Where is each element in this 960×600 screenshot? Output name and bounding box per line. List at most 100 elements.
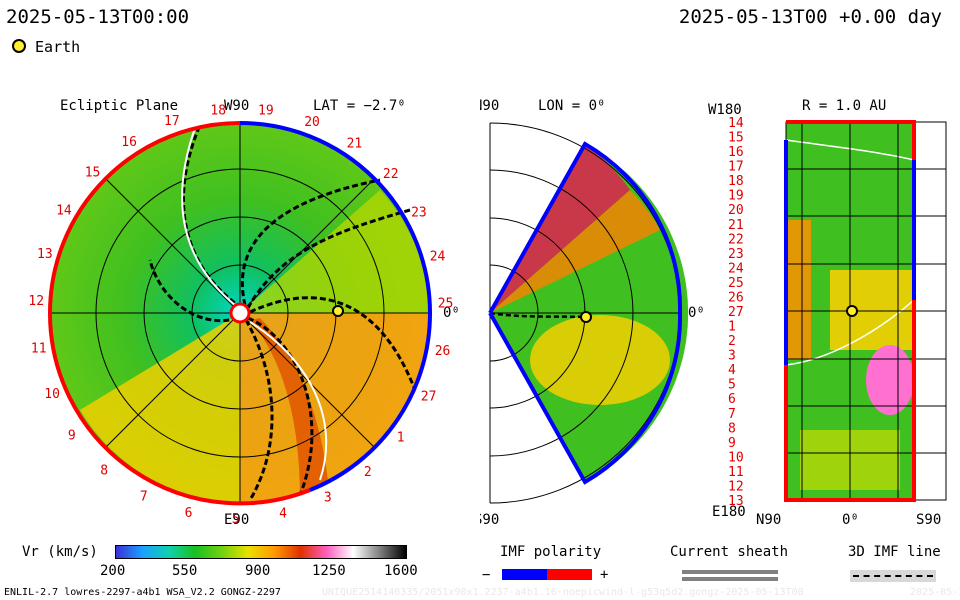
imf-plus-label: +: [600, 567, 609, 583]
model-info: ENLIL-2.7 lowres-2297-a4b1 WSA_V2.2 GONG…: [4, 587, 281, 598]
synoptic-bottom-label: E180: [712, 504, 746, 520]
velocity-colorbar: [115, 545, 407, 559]
synoptic-x-right: S90: [916, 512, 941, 528]
meridional-right-label: 0⁰: [688, 305, 705, 321]
carrington-label: 22: [383, 167, 399, 182]
carrington-label: 13: [37, 247, 53, 262]
synoptic-x-mid: 0⁰: [842, 512, 859, 528]
ecliptic-plane-plot: Ecliptic Plane W90 LAT = −2.7⁰ E90 0⁰ 19…: [28, 98, 460, 528]
imf-negative-swatch: [502, 569, 547, 580]
carrington-label: 24: [430, 249, 446, 264]
synoptic-map-plot: W180 R = 1.0 AU E180 N90 0⁰ S90 14151617…: [708, 98, 947, 528]
carrington-label: 17: [164, 114, 180, 129]
carrington-label: 3: [324, 491, 332, 506]
current-sheath-swatch-2: [682, 577, 778, 581]
carrington-label: 14: [56, 204, 72, 219]
ecliptic-bottom-label: E90: [224, 512, 249, 528]
synoptic-x-left: N90: [756, 512, 781, 528]
synoptic-row-label: 2: [728, 334, 736, 349]
meridional-plane-plot: N90 LON = 0⁰ S90 0⁰: [480, 98, 705, 528]
carrington-label: 1: [397, 430, 405, 445]
synoptic-row-label: 12: [728, 480, 744, 495]
meridional-bottom-label: S90: [480, 512, 499, 528]
synoptic-row-label: 27: [728, 305, 744, 320]
synoptic-row-label: 16: [728, 145, 744, 160]
carrington-label: 16: [121, 135, 137, 150]
earth-marker-synoptic: [846, 305, 858, 317]
carrington-label: 26: [435, 344, 451, 359]
synoptic-row-label: 24: [728, 261, 744, 276]
synoptic-row-label: 26: [728, 291, 744, 306]
synoptic-row-label: 17: [728, 160, 744, 175]
run-timestamp: 2025-05-13T00:00: [6, 6, 190, 28]
carrington-label: 27: [421, 389, 437, 404]
synoptic-row-label: 9: [728, 436, 736, 451]
carrington-label: 8: [100, 463, 108, 478]
synoptic-row-label: 21: [728, 218, 744, 233]
earth-legend-label: Earth: [35, 38, 81, 56]
ecliptic-title: Ecliptic Plane: [60, 98, 178, 114]
carrington-label: 18: [210, 103, 226, 118]
imf-line-title: 3D IMF line: [848, 544, 941, 560]
imf-minus-label: −: [482, 567, 491, 583]
synoptic-row-label: 13: [728, 494, 744, 509]
imf-line-swatch: [850, 570, 936, 582]
carrington-label: 12: [28, 294, 44, 309]
colorbar-tick-550: 550: [172, 563, 198, 579]
carrington-label: 11: [31, 341, 47, 356]
earth-marker-icon: [12, 39, 26, 53]
synoptic-top-label: W180: [708, 102, 742, 118]
synoptic-row-label: 19: [728, 189, 744, 204]
synoptic-row-label: 4: [728, 363, 736, 378]
imf-polarity-title: IMF polarity: [500, 544, 602, 560]
synoptic-row-label: 5: [728, 378, 736, 393]
earth-marker: [332, 305, 344, 317]
synoptic-r-label: R = 1.0 AU: [802, 98, 886, 114]
carrington-label: 6: [185, 506, 193, 521]
synoptic-row-label: 3: [728, 349, 736, 364]
colorbar-label: Vr (km/s): [22, 544, 98, 560]
meridional-top-label: N90: [480, 98, 499, 114]
carrington-label: 25: [438, 296, 454, 311]
carrington-label: 19: [258, 104, 274, 119]
synoptic-row-label: 14: [728, 116, 744, 131]
earth-legend: Earth: [12, 38, 80, 56]
carrington-label: 9: [68, 429, 76, 444]
colorbar-tick-900: 900: [245, 563, 271, 579]
synoptic-row-label: 18: [728, 174, 744, 189]
meridional-lon-label: LON = 0⁰: [538, 98, 605, 114]
ecliptic-top-label: W90: [224, 98, 249, 114]
synoptic-row-label: 7: [728, 407, 736, 422]
run-date-stub: 2025-05-14: [910, 587, 960, 598]
synoptic-row-label: 15: [728, 131, 744, 146]
carrington-label: 23: [411, 206, 427, 221]
sun-marker: [229, 302, 251, 324]
carrington-label: 20: [304, 115, 320, 130]
carrington-label: 15: [85, 166, 101, 181]
ecliptic-right-label: 0⁰: [443, 305, 460, 321]
synoptic-row-label: 20: [728, 203, 744, 218]
synoptic-row-label: 8: [728, 421, 736, 436]
current-sheath-title: Current sheath: [670, 544, 789, 560]
synoptic-row-label: 22: [728, 232, 744, 247]
imf-positive-swatch: [547, 569, 592, 580]
carrington-label: 5: [232, 512, 240, 527]
colorbar-tick-200: 200: [100, 563, 126, 579]
current-sheath-swatch: [682, 570, 778, 574]
ecliptic-lat-label: LAT = −2.7⁰: [313, 98, 406, 114]
run-id: UNIQUE2514140335/2051x90x1.2237-a4b1.16-…: [322, 587, 804, 598]
synoptic-row-label: 25: [728, 276, 744, 291]
carrington-label: 21: [347, 136, 363, 151]
colorbar-tick-1250: 1250: [312, 563, 346, 579]
synoptic-row-label: 23: [728, 247, 744, 262]
synoptic-row-label: 6: [728, 392, 736, 407]
earth-marker-meridional: [580, 311, 592, 323]
carrington-label: 7: [140, 490, 148, 505]
elapsed-timestamp: 2025-05-13T00 +0.00 day: [678, 6, 942, 28]
carrington-label: 4: [279, 507, 287, 522]
carrington-label: 10: [44, 387, 60, 402]
synoptic-row-label: 10: [728, 450, 744, 465]
synoptic-row-label: 1: [728, 320, 736, 335]
synoptic-row-label: 11: [728, 465, 744, 480]
colorbar-tick-1600: 1600: [384, 563, 418, 579]
